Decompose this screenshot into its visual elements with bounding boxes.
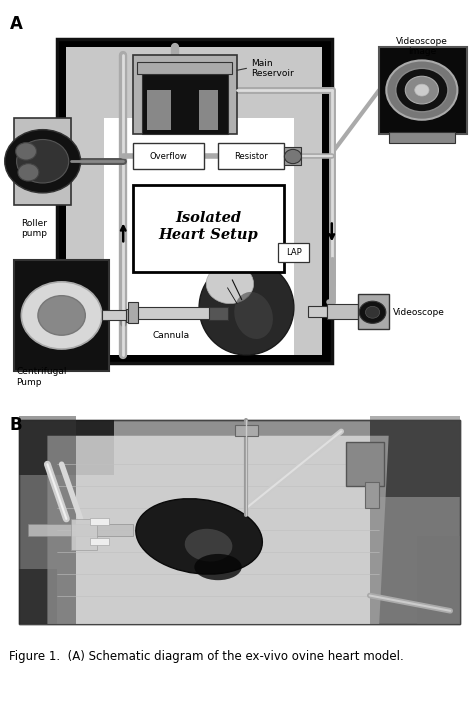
Bar — [133, 185, 284, 272]
Bar — [389, 133, 455, 143]
Bar — [142, 74, 228, 133]
Bar — [135, 306, 220, 318]
Bar — [346, 442, 384, 486]
Circle shape — [17, 140, 69, 183]
Text: Centrifugal
Pump: Centrifugal Pump — [17, 367, 67, 387]
Text: Isolated
Heart Setup: Isolated Heart Setup — [159, 211, 258, 241]
Circle shape — [16, 143, 36, 160]
Bar — [126, 309, 135, 322]
Circle shape — [396, 68, 448, 112]
Ellipse shape — [136, 498, 262, 574]
Bar — [71, 519, 97, 549]
Bar — [133, 143, 204, 169]
Bar — [370, 421, 460, 497]
Circle shape — [21, 282, 102, 349]
Text: Overflow: Overflow — [149, 152, 187, 160]
Circle shape — [284, 150, 301, 164]
Bar — [358, 294, 389, 329]
Bar — [19, 421, 114, 475]
Bar — [209, 307, 228, 321]
Circle shape — [38, 296, 85, 335]
Bar — [28, 525, 133, 537]
Circle shape — [386, 61, 457, 120]
Bar — [19, 569, 57, 624]
Bar — [14, 118, 71, 205]
Bar — [379, 47, 467, 133]
Bar — [133, 54, 237, 133]
Text: Main
Reservoir: Main Reservoir — [251, 59, 294, 78]
Ellipse shape — [206, 264, 254, 304]
Text: LAP: LAP — [286, 248, 302, 257]
Text: Cannula: Cannula — [152, 331, 189, 340]
Ellipse shape — [199, 260, 294, 355]
Circle shape — [18, 164, 39, 181]
Ellipse shape — [194, 554, 242, 580]
Text: Videoscope
image: Videoscope image — [396, 37, 448, 56]
Bar — [128, 301, 138, 323]
Circle shape — [365, 306, 380, 318]
Circle shape — [415, 84, 429, 96]
Circle shape — [359, 301, 386, 323]
Circle shape — [405, 76, 438, 104]
Bar — [235, 425, 258, 436]
Bar — [14, 260, 109, 371]
Bar — [327, 304, 360, 319]
Bar — [19, 416, 76, 624]
Bar — [90, 537, 109, 545]
Bar — [90, 517, 109, 525]
Bar — [147, 90, 185, 130]
Polygon shape — [47, 436, 389, 624]
Circle shape — [5, 130, 81, 193]
Bar — [137, 62, 232, 74]
Text: Videoscope: Videoscope — [393, 308, 445, 317]
Bar — [308, 306, 327, 318]
Bar — [66, 47, 322, 355]
Text: B: B — [9, 416, 22, 434]
Ellipse shape — [185, 529, 232, 561]
Bar — [185, 90, 218, 130]
Bar — [417, 537, 460, 624]
Bar — [278, 243, 309, 262]
Text: Resistor: Resistor — [234, 152, 268, 160]
Text: Roller
pump: Roller pump — [21, 219, 47, 238]
Bar — [365, 481, 379, 508]
Bar — [370, 416, 460, 624]
Bar — [102, 311, 128, 321]
Text: A: A — [9, 15, 22, 33]
Bar — [284, 148, 301, 165]
Ellipse shape — [234, 292, 273, 339]
Bar — [104, 118, 294, 355]
Bar — [218, 143, 284, 169]
Text: Figure 1.  (A) Schematic diagram of the ex-vivo ovine heart model.: Figure 1. (A) Schematic diagram of the e… — [9, 650, 404, 662]
Bar — [57, 39, 332, 363]
Bar — [171, 86, 199, 133]
